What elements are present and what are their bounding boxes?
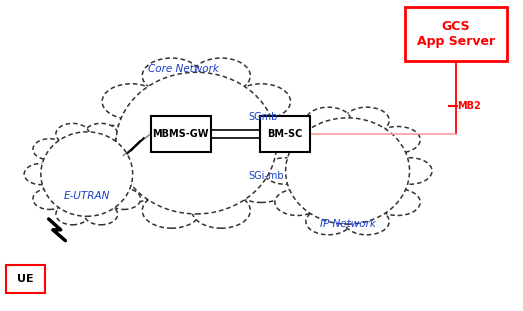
Bar [405,7,507,61]
Ellipse shape [102,84,161,119]
Ellipse shape [247,125,306,161]
Text: IP Network: IP Network [320,219,376,229]
Ellipse shape [192,58,251,93]
Ellipse shape [232,84,290,119]
Ellipse shape [387,158,432,184]
Ellipse shape [142,193,201,228]
Text: SGi-mb: SGi-mb [248,171,284,181]
Ellipse shape [286,118,410,224]
Ellipse shape [192,193,251,228]
Ellipse shape [84,204,118,225]
Ellipse shape [107,139,141,160]
Ellipse shape [375,127,420,153]
Ellipse shape [275,127,320,153]
Ellipse shape [232,167,290,202]
Ellipse shape [344,107,389,134]
Text: BM-SC: BM-SC [267,129,303,139]
Ellipse shape [107,188,141,209]
Ellipse shape [116,164,150,185]
Ellipse shape [306,107,351,134]
Ellipse shape [41,132,133,216]
Text: E-UTRAN: E-UTRAN [64,191,110,201]
Text: UE: UE [17,274,34,284]
Ellipse shape [102,167,161,202]
Ellipse shape [344,208,389,235]
Ellipse shape [84,123,118,145]
Ellipse shape [24,164,58,185]
Text: Core Network: Core Network [148,64,219,74]
Text: SGmb: SGmb [248,112,278,122]
Ellipse shape [33,139,66,160]
Bar [151,116,211,152]
Text: MBMS-GW: MBMS-GW [152,129,209,139]
Ellipse shape [142,58,201,93]
Ellipse shape [275,189,320,216]
Ellipse shape [306,208,351,235]
Ellipse shape [56,204,89,225]
Text: MB2: MB2 [457,101,481,111]
Ellipse shape [263,158,308,184]
Text: GCS
App Server: GCS App Server [417,20,495,48]
Ellipse shape [116,72,277,214]
Ellipse shape [375,189,420,216]
Bar [6,265,45,293]
Bar [260,116,310,152]
Ellipse shape [87,125,145,161]
Ellipse shape [56,123,89,145]
Ellipse shape [33,188,66,209]
